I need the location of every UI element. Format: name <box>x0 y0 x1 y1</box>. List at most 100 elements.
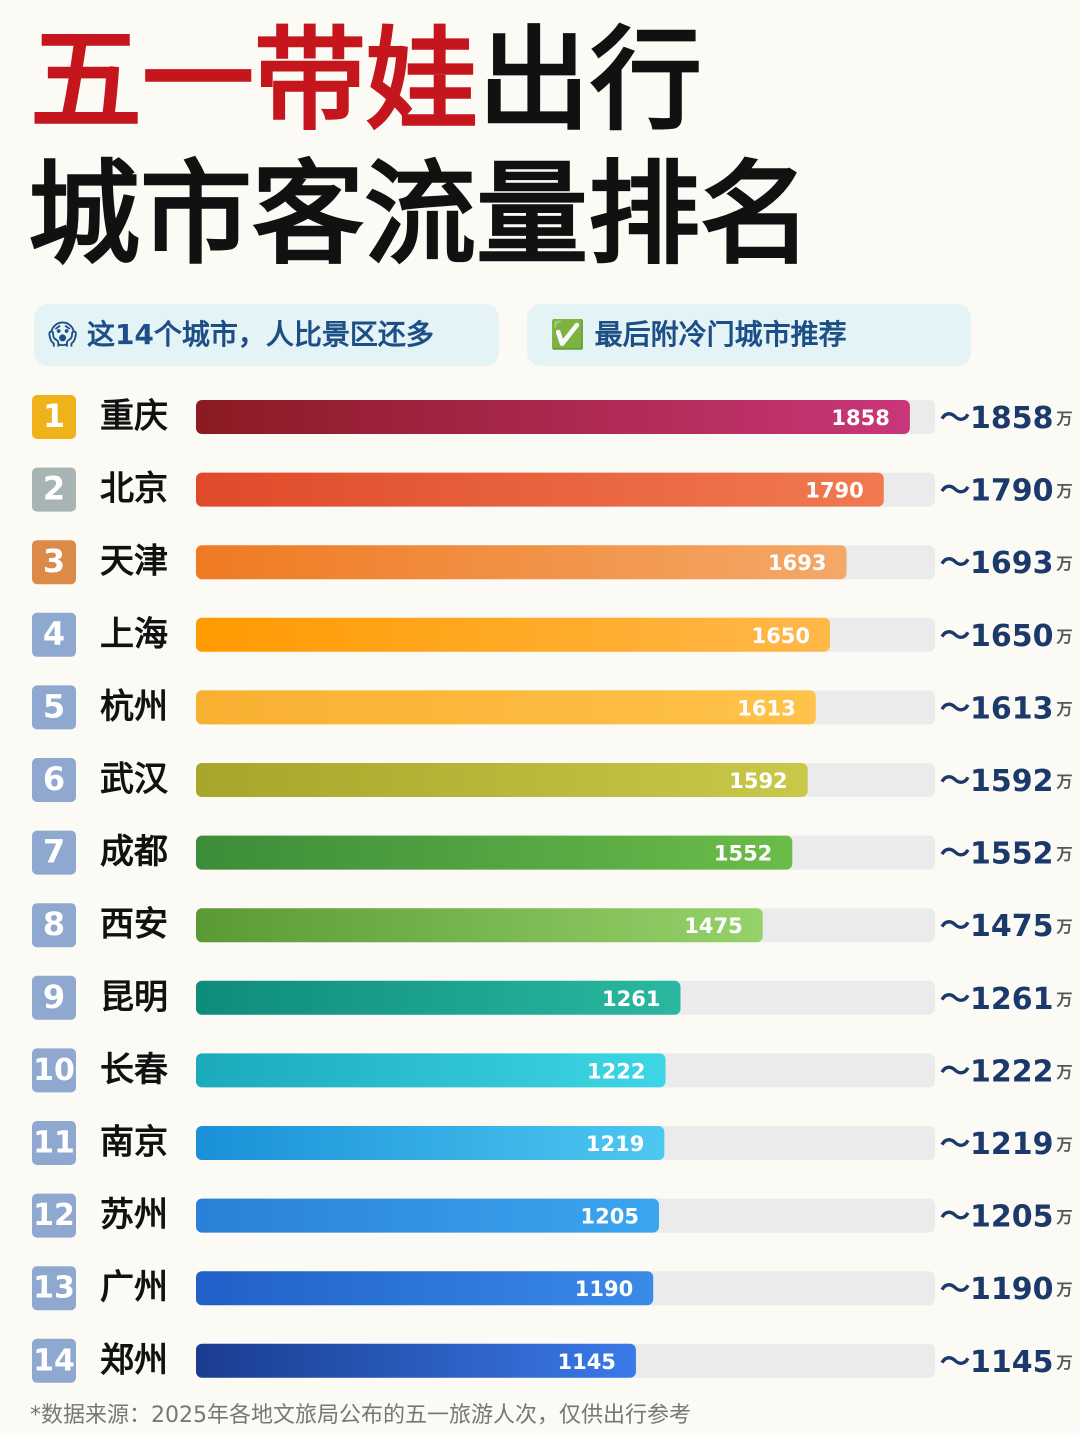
rank: 3 <box>43 542 65 580</box>
unit: 万 <box>1056 1062 1073 1081</box>
bar-label: 1145 <box>557 1350 615 1374</box>
rank: 8 <box>43 905 65 943</box>
city-name: 上海 <box>100 614 168 654</box>
unit: 万 <box>1056 1135 1073 1154</box>
value-label: ～1552 万 <box>940 836 1073 871</box>
value-text: ～1145 <box>940 1344 1054 1379</box>
unit: 万 <box>1056 1352 1073 1371</box>
unit: 万 <box>1056 917 1073 936</box>
subtitle: 城市客流量排名 <box>28 150 812 280</box>
rank-badge <box>32 1193 76 1238</box>
city-name: 西安 <box>100 905 168 945</box>
value-text: ～1552 <box>940 836 1054 871</box>
tag: 😱 这14个城市，人比景区还多 <box>48 318 434 351</box>
bar <box>196 908 763 943</box>
unit: 万 <box>1056 699 1073 718</box>
city-name: 武汉 <box>100 760 169 800</box>
rank-badge <box>32 903 76 948</box>
city-name: 昆明 <box>100 977 168 1017</box>
title: 五一带娃出行 <box>30 16 702 146</box>
unit: 万 <box>1056 409 1073 428</box>
city-name: 郑州 <box>100 1340 168 1380</box>
value-text: ～1858 <box>940 401 1054 436</box>
rank-badge <box>32 975 76 1020</box>
unit: 万 <box>1056 772 1073 791</box>
rank-badge <box>32 1338 76 1383</box>
city-name: 重庆 <box>100 397 168 437</box>
value-text: ～1261 <box>940 981 1054 1016</box>
rank-badge <box>32 1121 76 1165</box>
bar-label: 1261 <box>602 987 660 1011</box>
unit: 万 <box>1056 844 1073 863</box>
value-label: ～1650 万 <box>940 618 1073 653</box>
rank-badge <box>32 395 76 439</box>
city-name: 北京 <box>100 469 168 509</box>
unit: 万 <box>1056 989 1073 1008</box>
rank-badge <box>32 1266 76 1311</box>
unit: 万 <box>1056 626 1073 645</box>
value-label: ～1475 万 <box>940 909 1073 944</box>
value-text: ～1205 <box>940 1199 1054 1234</box>
bar-label: 1592 <box>729 769 787 793</box>
value-text: ～1190 <box>940 1272 1054 1307</box>
bar <box>196 1126 665 1160</box>
rank: 5 <box>43 687 65 725</box>
bar <box>196 835 793 870</box>
city-name: 成都 <box>100 832 168 872</box>
value-label: ～1790 万 <box>940 473 1073 508</box>
value-text: ～1613 <box>940 691 1054 726</box>
city-name: 天津 <box>100 542 168 582</box>
value-label: ～1190 万 <box>940 1272 1073 1307</box>
rank: 6 <box>43 760 65 798</box>
city-name: 杭州 <box>100 687 168 727</box>
bar <box>196 763 808 797</box>
rank-badge <box>32 758 76 802</box>
value-label: ～1219 万 <box>940 1127 1073 1162</box>
value-label: ～1592 万 <box>940 764 1073 799</box>
tag-box <box>34 304 499 366</box>
bar <box>196 400 910 434</box>
bar-label: 1222 <box>587 1059 645 1083</box>
city-name: 苏州 <box>100 1195 168 1235</box>
value-label: ～1205 万 <box>940 1199 1073 1234</box>
rank-badge <box>32 540 76 585</box>
bar-label: 1693 <box>768 551 826 575</box>
bar <box>196 1343 636 1378</box>
tag-box <box>527 304 971 366</box>
tag: ✅ 最后附冷门城市推荐 <box>550 318 847 351</box>
value-label: ～1261 万 <box>940 981 1073 1016</box>
rank: 12 <box>33 1198 75 1233</box>
bar <box>196 1053 666 1088</box>
city-name: 广州 <box>100 1268 168 1308</box>
value-label: ～1222 万 <box>940 1054 1073 1089</box>
bar-label: 1475 <box>684 914 742 938</box>
rank: 14 <box>33 1343 75 1378</box>
rank: 9 <box>43 978 65 1016</box>
rank: 7 <box>43 833 65 871</box>
bar-label: 1205 <box>581 1205 639 1229</box>
rank: 2 <box>43 470 65 508</box>
bar <box>196 980 681 1015</box>
bar-label: 1858 <box>831 406 889 430</box>
bar-label: 1552 <box>714 842 772 866</box>
value-text: ～1475 <box>940 909 1054 944</box>
bar-label: 1790 <box>805 479 863 503</box>
rank: 10 <box>33 1053 75 1088</box>
value-label: ～1613 万 <box>940 691 1073 726</box>
rank-badge <box>32 467 76 512</box>
rank: 13 <box>33 1271 75 1306</box>
bar-label: 1219 <box>586 1132 644 1156</box>
rank: 11 <box>33 1126 75 1161</box>
title-red: 五一带娃 <box>30 16 478 146</box>
rank-badge <box>32 685 76 730</box>
title-black: 出行 <box>478 16 702 146</box>
unit: 万 <box>1056 1280 1073 1299</box>
bar <box>196 545 847 580</box>
value-text: ～1219 <box>940 1127 1054 1162</box>
unit: 万 <box>1056 1207 1073 1226</box>
value-label: ～1693 万 <box>940 546 1073 581</box>
value-text: ～1693 <box>940 546 1054 581</box>
unit: 万 <box>1056 554 1073 573</box>
rank: 1 <box>43 397 65 435</box>
value-label: ～1858 万 <box>940 401 1073 436</box>
